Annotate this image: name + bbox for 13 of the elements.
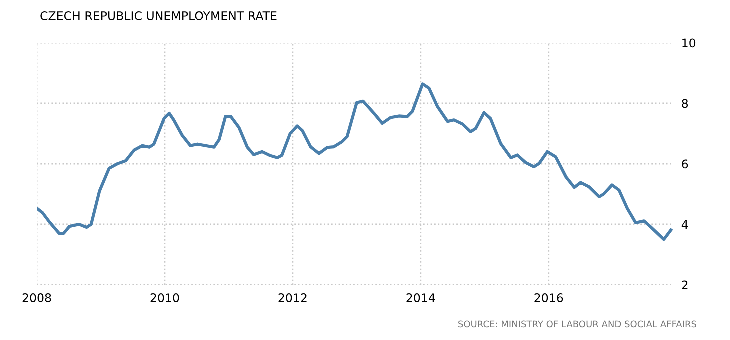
- source-note: SOURCE: MINISTRY OF LABOUR AND SOCIAL AFFAIRS: [458, 320, 696, 328]
- y-tick-label: 6: [682, 160, 688, 169]
- y-tick-label: 4: [682, 220, 688, 229]
- y-tick-label: 10: [682, 38, 696, 48]
- x-tick-label: 2008: [22, 294, 52, 302]
- x-tick-label: 2012: [278, 294, 307, 302]
- y-tick-label: 2: [682, 280, 688, 290]
- chart-title: CZECH REPUBLIC UNEMPLOYMENT RATE: [40, 11, 277, 20]
- x-tick-label: 2016: [534, 294, 564, 302]
- line-series: [37, 82, 673, 242]
- y-tick-label: 8: [682, 99, 688, 108]
- x-tick-label: 2010: [150, 294, 180, 302]
- x-tick-label: 2014: [406, 294, 436, 302]
